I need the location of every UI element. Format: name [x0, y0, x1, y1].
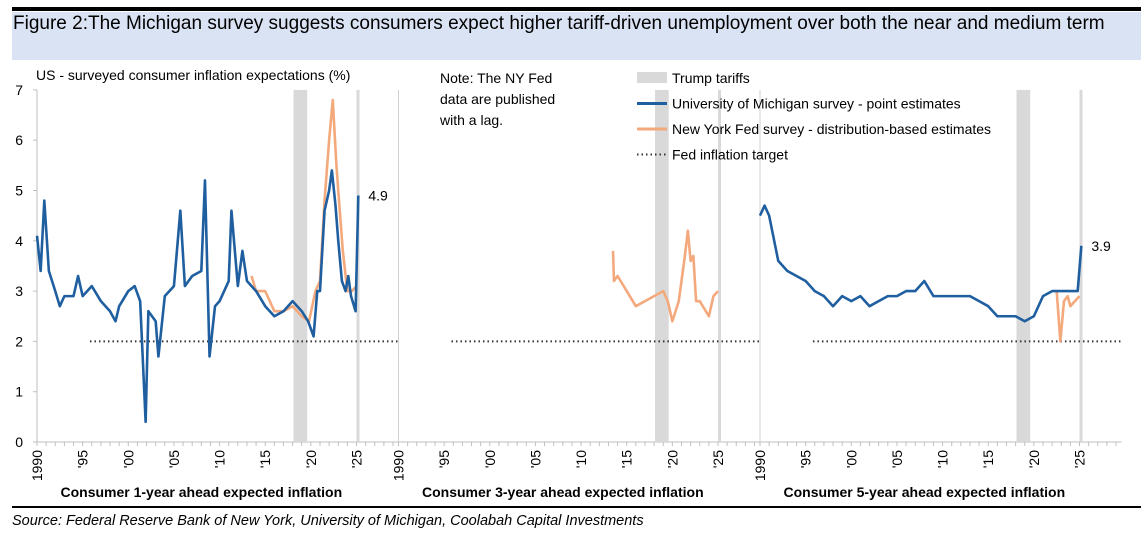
x-tick-label: '10 [212, 450, 228, 468]
x-tick-label: '25 [710, 450, 726, 468]
x-tick-label: '20 [303, 450, 319, 468]
legend-swatch-tariffs [637, 72, 667, 83]
figure-title: Figure 2:The Michigan survey suggests co… [12, 12, 1141, 60]
x-tick-label: '00 [482, 450, 498, 468]
x-tick-label: '15 [980, 450, 996, 468]
y-axis-title: US - surveyed consumer inflation expecta… [36, 67, 350, 83]
x-tick-label: '05 [527, 450, 543, 468]
panel-label: Consumer 5-year ahead expected inflation [783, 484, 1065, 500]
panel-label: Consumer 3-year ahead expected inflation [422, 484, 704, 500]
x-tick-label: '10 [935, 450, 951, 468]
x-tick-label: '95 [798, 450, 814, 468]
y-tick-label: 1 [15, 384, 23, 400]
note-text: Note: The NY Fed data are published with a… [439, 70, 555, 128]
source-note: Source: Federal Reserve Bank of New York… [12, 513, 644, 529]
legend-item-label: University of Michigan survey - point es… [672, 96, 961, 112]
x-tick-label: '15 [619, 450, 635, 468]
legend-item-label: Trump tariffs [672, 70, 750, 86]
tariff-band [718, 89, 722, 443]
x-tick-label: '05 [889, 450, 905, 468]
bottom-rule [12, 506, 1141, 508]
nyfed-series-line [611, 229, 719, 323]
x-tick-label: '20 [1026, 450, 1042, 468]
michigan-series-line [758, 204, 1083, 323]
x-tick-label: '25 [1072, 450, 1088, 468]
last-value-label: 3.9 [1091, 238, 1111, 254]
x-tick-label: '95 [436, 450, 452, 468]
x-tick-label: '15 [257, 450, 273, 468]
x-tick-label: 1990 [391, 450, 407, 481]
legend-item-label: Fed inflation target [672, 147, 788, 163]
x-tick-label: '10 [573, 450, 589, 468]
x-tick-label: '00 [120, 450, 136, 468]
y-tick-label: 0 [15, 434, 23, 450]
x-tick-label: 1990 [752, 450, 768, 481]
legend-item-label: New York Fed survey - distribution-based… [672, 121, 991, 137]
tariff-band [293, 89, 308, 443]
y-tick-label: 6 [15, 132, 23, 148]
tariff-band [655, 89, 669, 443]
tariff-band [1016, 89, 1031, 443]
last-value-label: 4.9 [368, 188, 388, 204]
tariff-band [356, 89, 360, 443]
y-tick-label: 2 [15, 333, 23, 349]
y-tick-label: 4 [15, 233, 23, 249]
x-tick-label: '25 [349, 450, 365, 468]
y-tick-label: 5 [15, 183, 23, 199]
michigan-series-line [35, 169, 360, 424]
y-tick-label: 7 [15, 82, 23, 98]
x-tick-label: '20 [664, 450, 680, 468]
panel-label: Consumer 1-year ahead expected inflation [60, 484, 342, 500]
top-rule [12, 7, 1141, 11]
x-tick-label: '00 [843, 450, 859, 468]
nyfed-series-line [1055, 291, 1081, 343]
x-tick-label: '95 [75, 450, 91, 468]
y-tick-label: 3 [15, 283, 23, 299]
x-tick-label: 1990 [29, 450, 45, 481]
x-tick-label: '05 [166, 450, 182, 468]
